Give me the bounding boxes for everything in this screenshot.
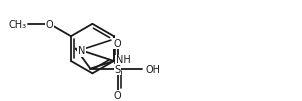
Text: O: O bbox=[114, 91, 121, 101]
Text: NH: NH bbox=[116, 55, 130, 65]
Text: S: S bbox=[114, 65, 120, 75]
Text: O: O bbox=[46, 20, 53, 30]
Text: OH: OH bbox=[145, 65, 160, 75]
Text: CH₃: CH₃ bbox=[8, 20, 27, 30]
Text: O: O bbox=[114, 38, 121, 48]
Text: N: N bbox=[78, 46, 85, 56]
